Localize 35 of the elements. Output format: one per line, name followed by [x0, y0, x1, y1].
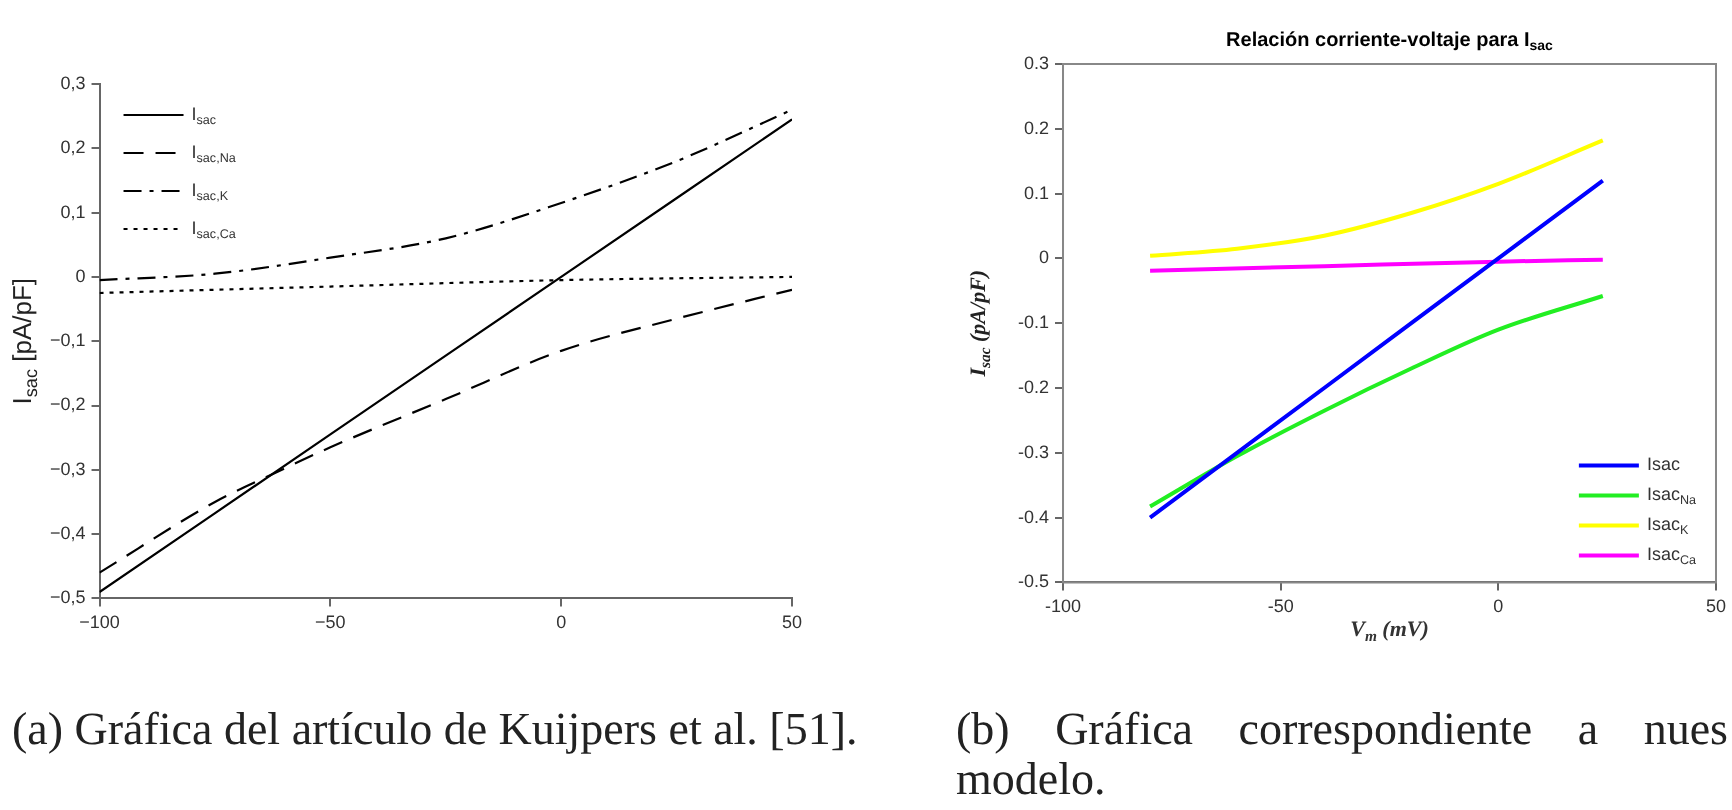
line-series — [1148, 293, 1605, 509]
x-tick-label: -100 — [1045, 596, 1082, 617]
x-tick-label: 50 — [1705, 596, 1726, 617]
x-tick-label: 0 — [1493, 596, 1504, 617]
y-tick-label: −0,2 — [49, 394, 86, 415]
text: (b) Gráfica correspondiente a nues modelo. — [956, 704, 1728, 804]
x-tick-label: -50 — [1267, 596, 1294, 617]
y-tick-label: 0,3 — [60, 72, 86, 93]
x-tick-label: −100 — [79, 612, 120, 633]
text: (a) Gráfica del artículo de Kuijpers et al. [51]. — [12, 704, 860, 754]
y-tick-label: −0,3 — [49, 458, 86, 479]
y-tick-label: 0 — [75, 265, 86, 286]
y-tick-label: 0,1 — [60, 201, 86, 222]
y-tick-label: 0 — [1038, 247, 1050, 268]
x-tick-label: 0 — [556, 612, 567, 633]
y-tick-label: 0.2 — [1023, 117, 1050, 138]
x-tick-label: −50 — [315, 612, 346, 633]
x-tick-label: 50 — [781, 612, 803, 633]
y-tick-label: 0,2 — [60, 137, 86, 158]
y-tick-label: -0.4 — [1017, 506, 1050, 527]
y-tick-label: 0.1 — [1023, 182, 1050, 203]
line-series — [99, 118, 792, 594]
y-tick-label: -0.1 — [1017, 312, 1050, 333]
y-tick-label: −0,1 — [49, 330, 86, 351]
line-series — [99, 108, 792, 282]
y-tick-label: -0.5 — [1017, 571, 1050, 592]
line-series — [1148, 138, 1605, 258]
y-tick-label: 0.3 — [1023, 52, 1050, 73]
y-tick-label: −0,5 — [49, 587, 86, 608]
legend-label: Isac — [1646, 454, 1681, 475]
y-tick-label: −0,4 — [49, 523, 86, 544]
y-tick-label: -0.2 — [1017, 376, 1050, 397]
line-series — [1148, 178, 1605, 520]
y-axis-title: Isac [pA/pF] — [7, 277, 41, 405]
y-tick-label: -0.3 — [1017, 441, 1050, 462]
